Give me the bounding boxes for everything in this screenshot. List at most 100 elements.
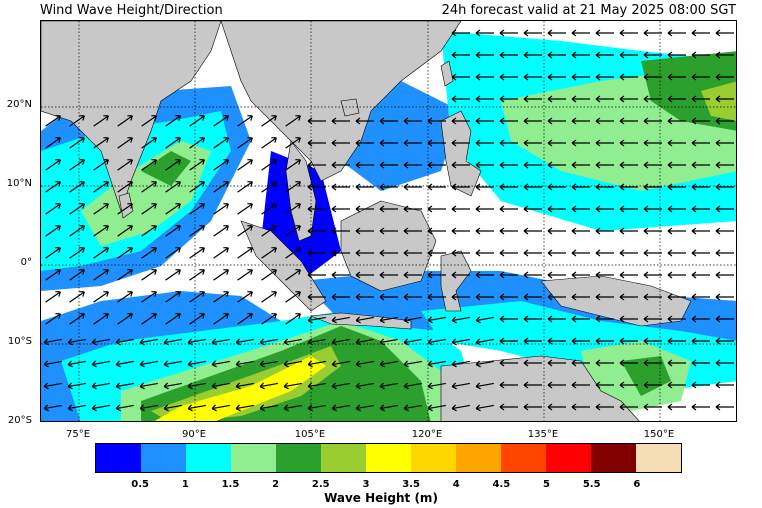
wave-direction-arrow [355,139,374,147]
wave-direction-arrow [619,205,638,213]
wave-direction-arrow [547,139,566,147]
wave-direction-arrow [643,73,662,81]
wave-direction-arrow [523,227,542,235]
wave-direction-arrow [213,137,229,149]
wave-direction-arrow [571,315,590,323]
wave-direction-arrow [667,359,686,367]
wave-direction-arrow [619,183,638,191]
wave-direction-arrow [499,205,518,213]
wave-direction-arrow [69,181,85,193]
wave-direction-arrow [499,95,518,103]
wave-direction-arrow [715,315,734,323]
wave-direction-arrow [213,291,229,303]
wave-direction-arrow [451,382,470,390]
wave-direction-arrow [475,51,494,59]
wave-direction-arrow [165,115,181,127]
wave-direction-arrow [261,181,277,193]
wave-direction-arrow [667,403,686,411]
wave-direction-arrow [571,359,590,367]
wave-direction-arrow [715,29,734,37]
wave-direction-arrow [379,205,398,213]
wave-direction-arrow [571,337,590,345]
wave-direction-arrow [331,382,350,390]
wave-direction-arrow [595,381,614,389]
wave-direction-arrow [475,29,494,37]
wave-direction-arrow [595,73,614,81]
wave-direction-arrow [141,247,157,259]
wave-direction-arrow [571,227,590,235]
wave-direction-arrow [595,293,614,301]
wave-direction-arrow [285,313,301,325]
wave-direction-arrow [45,181,61,193]
wave-direction-arrow [307,404,326,412]
wave-direction-arrow [211,382,230,390]
wave-direction-arrow [237,269,253,281]
wave-direction-arrow [283,404,302,412]
wave-direction-arrow [403,404,422,412]
wave-direction-arrow [139,360,158,368]
wave-direction-arrow [667,315,686,323]
wave-direction-arrow [141,137,157,149]
wave-direction-arrow [285,269,301,281]
wave-direction-arrow [691,337,710,345]
wave-direction-arrow [69,115,85,127]
land-borneo [340,200,437,292]
wave-direction-arrow [643,117,662,125]
wave-direction-arrow [547,73,566,81]
wave-direction-arrow [261,269,277,281]
wave-direction-arrow [499,315,518,323]
wave-direction-arrow [235,338,254,346]
wave-direction-arrow [475,73,494,81]
wave-direction-arrow [571,117,590,125]
wave-direction-arrow [307,382,326,390]
wave-direction-arrow [355,293,374,301]
wave-direction-arrow [715,205,734,213]
wave-direction-arrow [715,161,734,169]
wave-direction-arrow [93,115,109,127]
wave-direction-arrow [595,403,614,411]
wave-direction-arrow [619,337,638,345]
wave-direction-arrow [285,203,301,215]
wave-direction-arrow [643,139,662,147]
wave-direction-arrow [117,247,133,259]
wave-direction-arrow [189,137,205,149]
wave-direction-arrow [595,315,614,323]
wave-direction-arrow [691,403,710,411]
wave-direction-arrow [427,404,446,412]
wave-direction-arrow [547,227,566,235]
lon-label-90e: 90°E [181,429,207,440]
wave-direction-arrow [69,225,85,237]
wave-direction-arrow [427,161,446,169]
wave-direction-arrow [355,249,374,257]
wave-direction-arrow [259,382,278,390]
wave-direction-arrow [379,271,398,279]
wave-direction-arrow [237,247,253,259]
wave-direction-arrow [211,360,230,368]
wave-direction-arrow [451,29,470,37]
wave-direction-arrow [595,51,614,59]
wave-direction-arrow [499,381,518,389]
wave-direction-arrow [307,293,326,301]
wave-direction-arrow [43,338,62,346]
wave-direction-arrow [619,73,638,81]
wave-direction-arrow [307,316,326,324]
colorbar-swatch [501,444,546,472]
wave-direction-arrow [475,117,494,125]
wave-direction-arrow [523,293,542,301]
land-new-guinea [540,275,692,327]
wave-direction-arrow [619,249,638,257]
wave-direction-arrow [547,337,566,345]
wave-direction-arrow [451,404,470,412]
colorbar-tick-label: 1 [181,479,189,490]
wave-direction-arrow [141,313,157,325]
wave-direction-arrow [91,338,110,346]
wave-direction-arrow [379,316,398,324]
wave-direction-arrow [307,117,326,125]
wave-direction-arrow [355,338,374,346]
wave-direction-arrow [547,381,566,389]
wave-direction-arrow [715,95,734,103]
wave-direction-arrow [691,227,710,235]
wave-direction-arrow [547,95,566,103]
wave-direction-arrow [117,203,133,215]
colorbar-tick-label: 4.5 [492,479,511,490]
